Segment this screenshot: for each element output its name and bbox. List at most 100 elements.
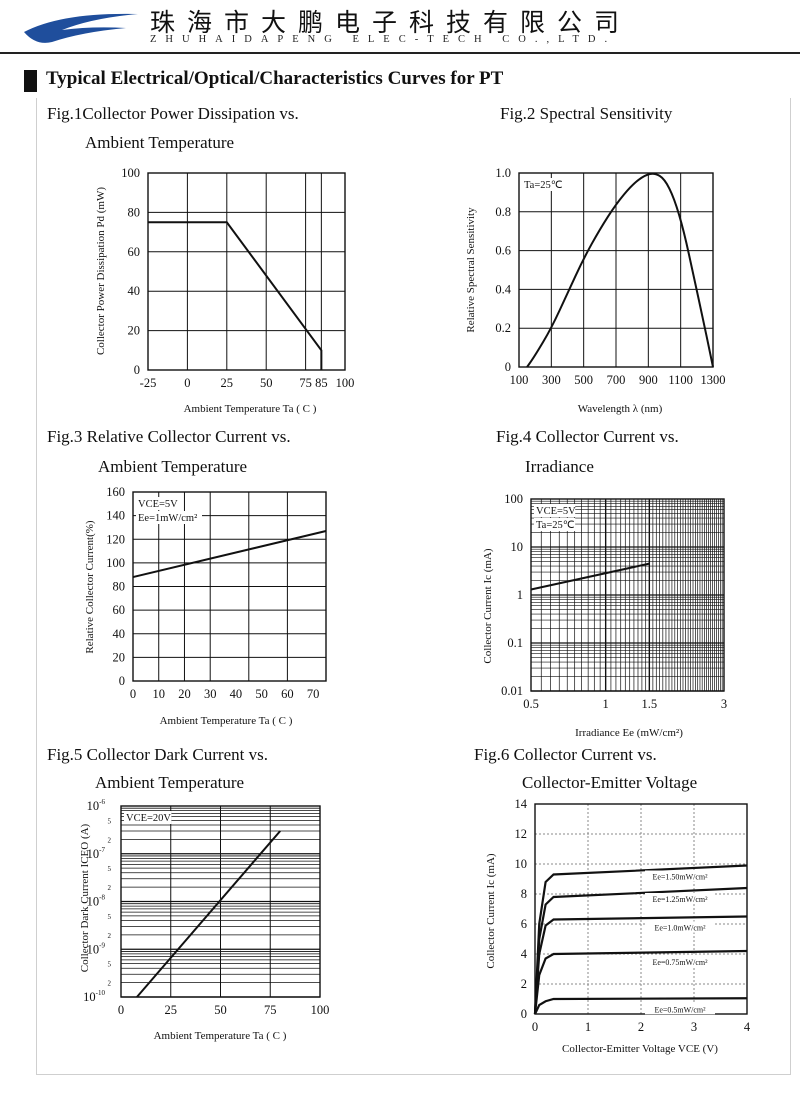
fig5-minor-tick-label: 2 <box>108 980 112 988</box>
fig3-ytick-label: 160 <box>106 485 125 499</box>
fig3-xlabel: Ambient Temperature Ta ( C ) <box>160 715 293 727</box>
fig5-ytick-exponent: -7 <box>99 846 105 854</box>
fig5-ytick-exponent: -9 <box>99 941 105 949</box>
figures-frame <box>36 98 791 1075</box>
fig6-series-label-bg <box>645 870 715 882</box>
fig2-caption: Fig.2 Spectral Sensitivity <box>500 104 673 123</box>
fig2-ytick-label: 0.4 <box>495 282 511 296</box>
fig6-frame <box>534 803 748 1015</box>
fig1-ylabel: Collector Power Dissipation Pd (mW) <box>95 187 107 355</box>
fig4-series-line <box>530 562 650 591</box>
fig6-ylabel: Collector Current Ic (mA) <box>485 853 497 968</box>
fig5-minor-tick-label: 5 <box>108 865 112 873</box>
fig3-ytick-label: 60 <box>113 603 126 617</box>
fig6-xtick-label: 4 <box>744 1020 751 1034</box>
fig2-frame <box>518 172 714 368</box>
fig5-ylabel: Collector Dark Current ICEO (A) <box>79 823 91 972</box>
fig3-ytick-label: 100 <box>106 556 125 570</box>
fig5-xtick-label: 75 <box>264 1003 277 1017</box>
fig6-ytick-label: 2 <box>521 977 527 991</box>
fig1-xlabel: Ambient Temperature Ta ( C ) <box>184 403 317 415</box>
fig5-ytick-exponent: -10 <box>96 989 106 997</box>
fig5-xtick-label: 25 <box>165 1003 178 1017</box>
fig6-series-label-bg <box>645 893 715 904</box>
fig3-xtick-label: 10 <box>152 687 165 701</box>
header-divider <box>0 52 800 54</box>
fig2-ytick-label: 1.0 <box>495 166 511 180</box>
fig1-ytick-label: 0 <box>134 363 140 377</box>
fig6-series-label: Ee=1.25mW/cm² <box>652 895 708 904</box>
fig4-xtick-label: 0.5 <box>523 697 539 711</box>
fig6-ytick-label: 6 <box>521 917 527 931</box>
section-marker <box>24 70 37 92</box>
fig4-ytick-label: 10 <box>511 540 524 554</box>
fig6-caption-line2: Collector-Emitter Voltage <box>522 773 698 792</box>
fig3-xtick-label: 50 <box>255 687 268 701</box>
section-title: Typical Electrical/Optical/Characteristi… <box>46 68 504 89</box>
fig1-ytick-label: 60 <box>128 245 141 259</box>
fig3-annotation: VCE=5V <box>138 499 178 510</box>
fig6-ytick-label: 14 <box>515 797 528 811</box>
fig4-xtick-label: 1.5 <box>642 697 658 711</box>
fig3-series-line <box>132 530 327 579</box>
fig5-annotation-bg <box>124 811 172 824</box>
fig5-xtick-label: 50 <box>214 1003 227 1017</box>
fig3-caption-line1: Fig.3 Relative Collector Current vs. <box>47 427 291 446</box>
fig6-series-label-bg <box>645 956 715 967</box>
fig3-frame <box>132 491 327 682</box>
fig6-series-line <box>533 864 748 1015</box>
fig5-chart: 0 25 50 75 10010-1010-910-810-710-625252525A… <box>79 798 329 1042</box>
fig5-ytick-exponent: -6 <box>99 798 105 806</box>
fig4-ytick-label: 0.1 <box>507 636 523 650</box>
fig2-xtick-label: 300 <box>542 373 561 387</box>
fig4-ytick-label: 0.01 <box>501 684 523 698</box>
fig1-caption-line2: Ambient Temperature <box>85 133 235 152</box>
fig1-xtick-label: 50 <box>260 376 273 390</box>
fig2-ytick-label: 0.2 <box>495 321 511 335</box>
fig3-ytick-label: 120 <box>106 532 125 546</box>
fig6-ytick-label: 10 <box>515 857 528 871</box>
fig3-ylabel: Relative Collector Current(%) <box>84 520 96 654</box>
fig2-ylabel: Relative Spectral Sensitivity <box>465 207 477 333</box>
company-name-english: ZHUHAIDAPENG ELEC-TECH CO.,LTD. <box>150 34 617 45</box>
fig3-chart: 0 10 20 30 40 50 60 70 0 20 40 60 80 100 120 140 160 Ambi… <box>84 485 327 727</box>
fig6-series-label: Ee=1.50mW/cm² <box>652 873 708 882</box>
fig6-series-line <box>533 915 748 1015</box>
fig1-xtick-label: 100 <box>336 376 355 390</box>
fig3-ytick-label: 20 <box>113 650 126 664</box>
fig6-xtick-label: 0 <box>532 1020 538 1034</box>
fig1-xtick-label: -25 <box>140 376 157 390</box>
fig5-xtick-label: 100 <box>311 1003 330 1017</box>
fig5-annotation: VCE=20V <box>126 813 171 824</box>
fig5-minor-tick-label: 5 <box>108 913 112 921</box>
fig6-ytick-label: 12 <box>515 827 528 841</box>
fig1-ytick-label: 40 <box>128 284 141 298</box>
fig3-xtick-label: 40 <box>230 687 243 701</box>
fig5-ytick-exponent: -8 <box>99 894 105 902</box>
fig6-series-line <box>533 949 748 1015</box>
fig4-annotation: VCE=5V <box>536 506 576 517</box>
fig5-xtick-label: 0 <box>118 1003 124 1017</box>
fig2-xtick-label: 700 <box>607 373 626 387</box>
fig5-minor-tick-label: 2 <box>108 836 112 844</box>
fig6-ytick-label: 0 <box>521 1007 527 1021</box>
fig2-annotation-bg <box>522 178 564 191</box>
fig3-annotation: Ee=1mW/cm² <box>138 513 197 524</box>
fig6-xtick-label: 3 <box>691 1020 697 1034</box>
fig5-ytick-label: 10-6 <box>87 798 106 813</box>
fig2-xtick-label: 100 <box>510 373 529 387</box>
fig6-series-label: Ee=1.0mW/cm² <box>654 924 706 933</box>
fig3-annotation-bg <box>136 497 178 510</box>
fig6-series-label: Ee=0.5mW/cm² <box>654 1005 706 1014</box>
fig3-xtick-label: 60 <box>281 687 294 701</box>
fig3-annotation-bg <box>136 511 202 524</box>
fig1-xtick-label: 25 <box>221 376 234 390</box>
fig4-ytick-label: 100 <box>504 492 523 506</box>
fig6-series-label-bg <box>645 921 715 933</box>
fig3-caption-line2: Ambient Temperature <box>98 457 248 476</box>
fig3-ytick-label: 80 <box>113 580 126 594</box>
fig2-xlabel: Wavelength λ (nm) <box>578 403 663 415</box>
fig6-series-line <box>534 997 748 1015</box>
fig2-ytick-label: 0.8 <box>495 205 511 219</box>
